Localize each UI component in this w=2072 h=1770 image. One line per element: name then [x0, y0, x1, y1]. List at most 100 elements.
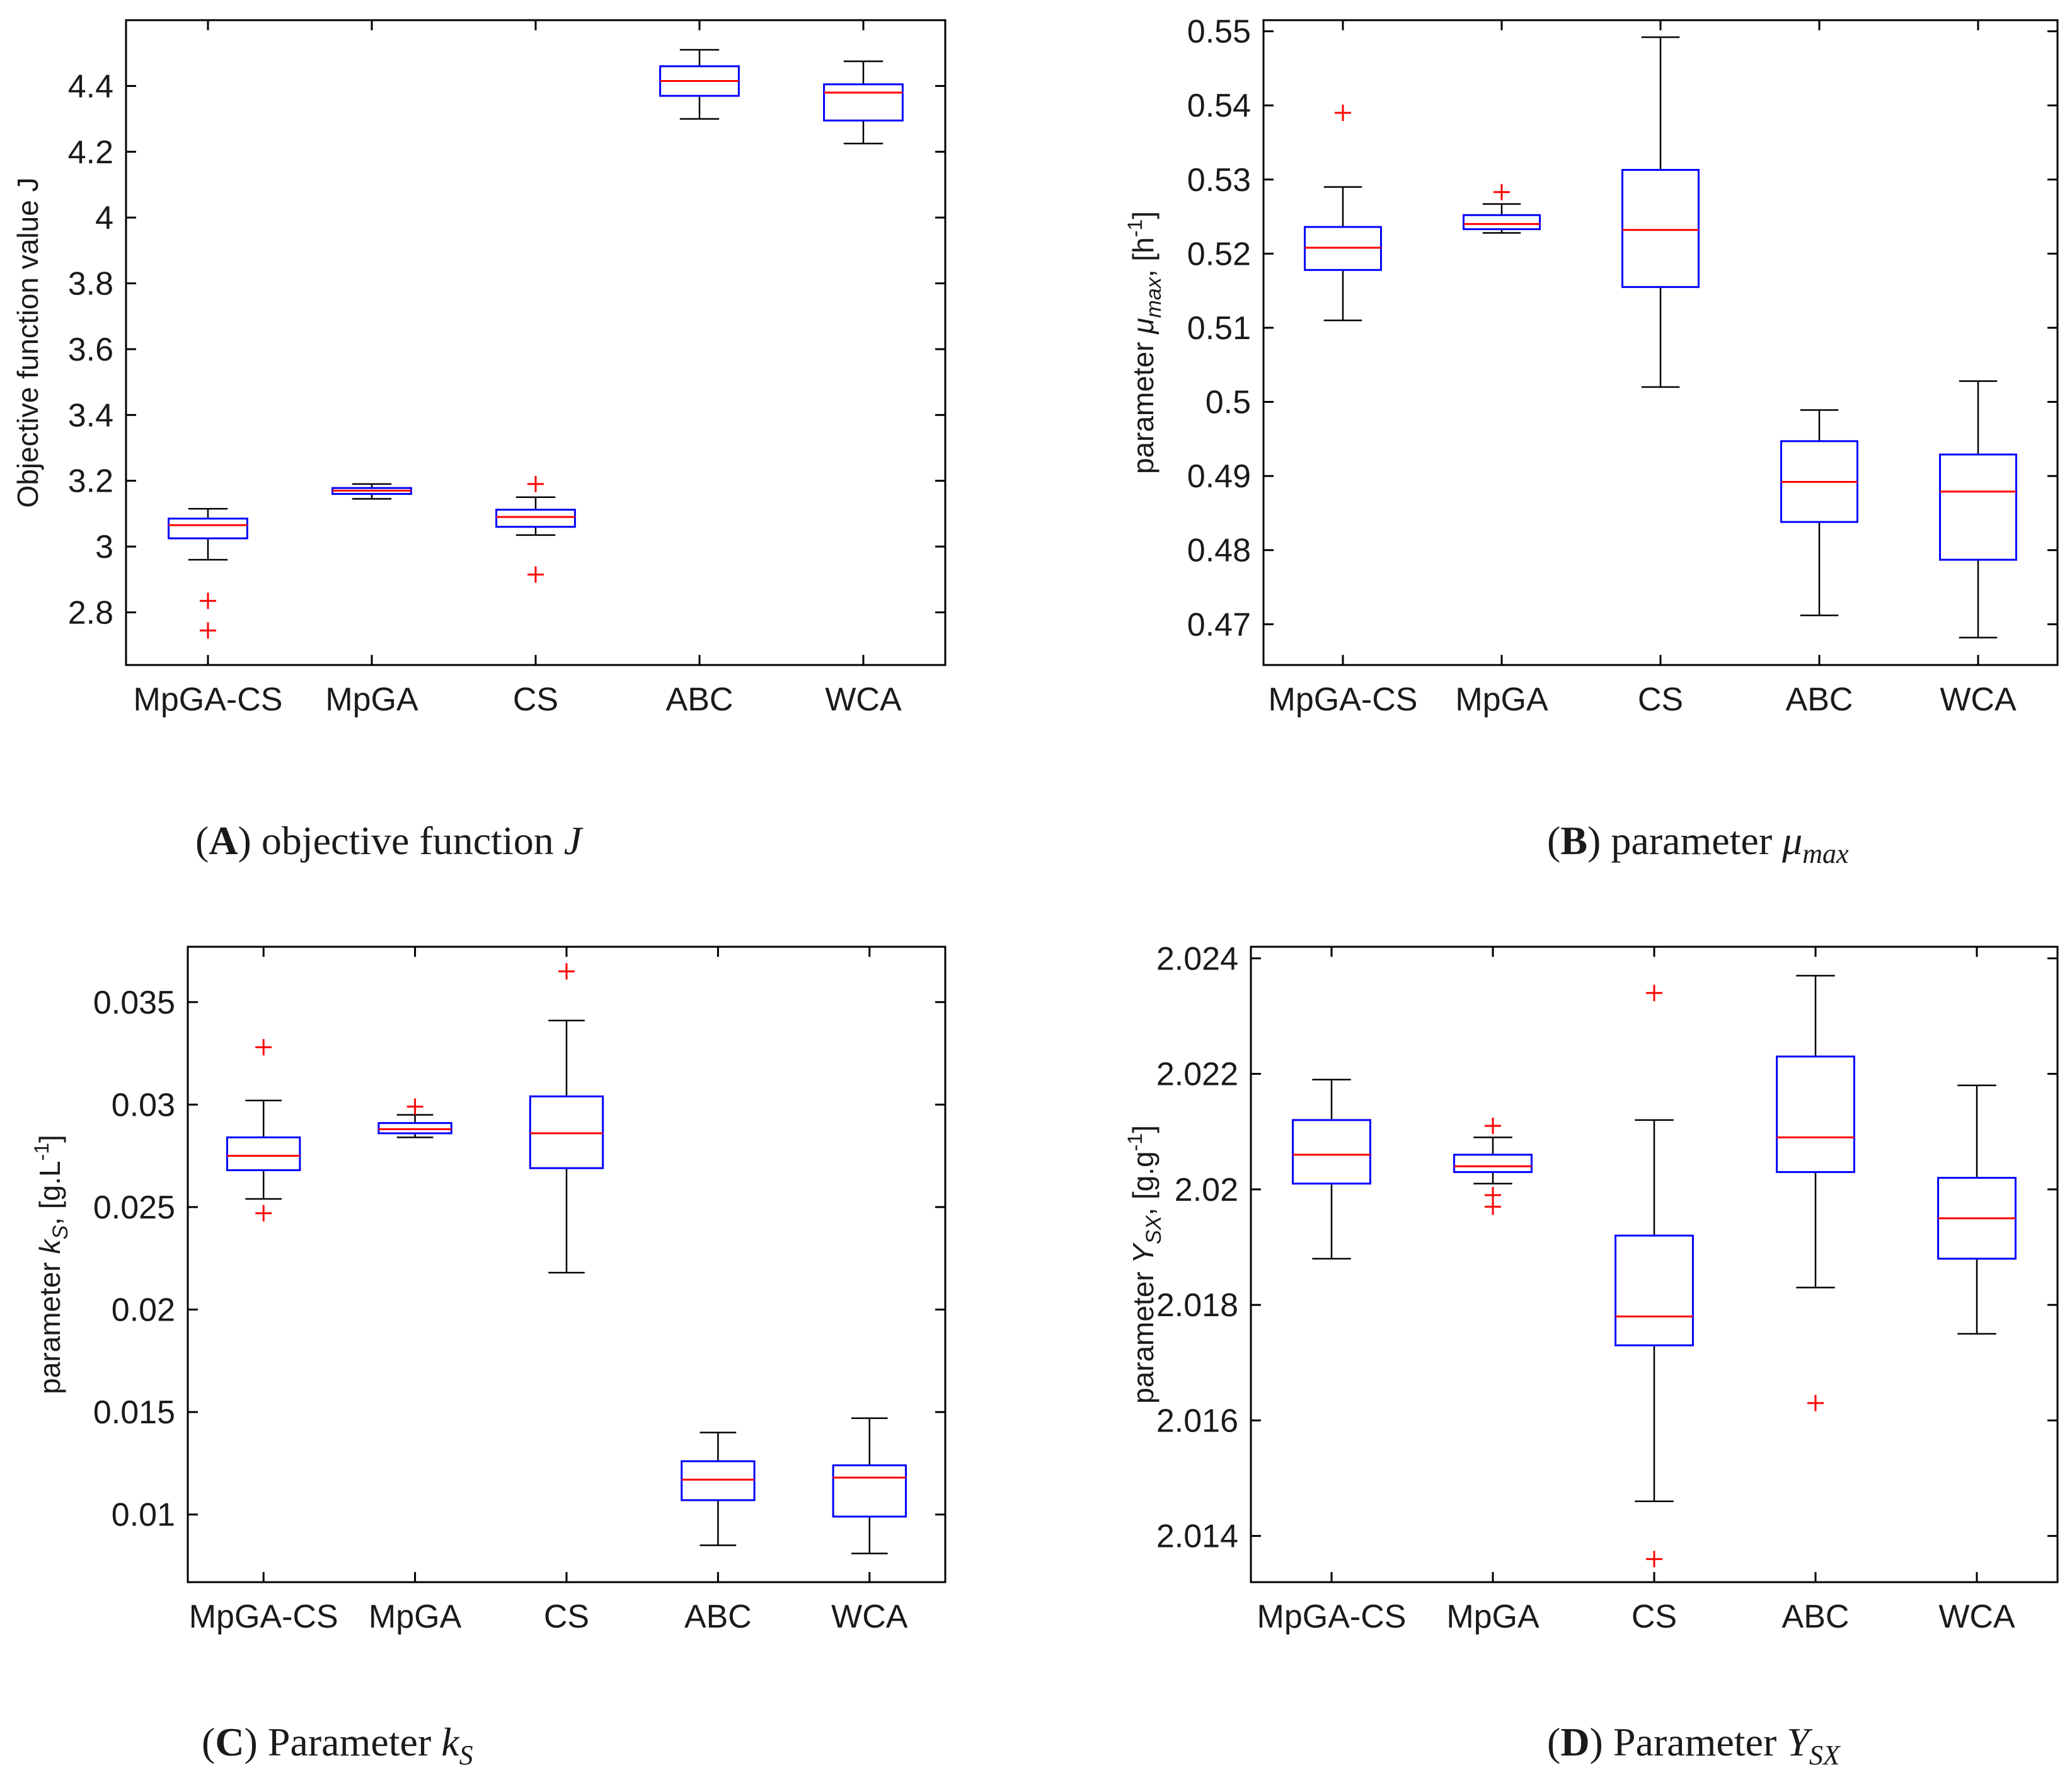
iqr-box: [1463, 214, 1541, 231]
panel-a: 2.8 3 3.2 3.4 3.6 3.8 4 4.2 4.4 MpGA-CS MpGA CS ABC W…: [11, 19, 947, 863]
x-tick-label: WCA: [825, 681, 902, 718]
y-tick-label: 2.8: [68, 594, 113, 631]
box-wca: [1937, 1084, 2017, 1335]
outlier-marker: [1494, 183, 1510, 200]
y-tick-label: 0.03: [112, 1087, 175, 1123]
y-tick-label: 0.01: [112, 1497, 175, 1534]
y-tick-label: 4.4: [68, 68, 113, 105]
iqr-box: [1621, 169, 1700, 288]
outlier-marker: [255, 1205, 272, 1222]
y-axis-label: Objective function value J: [11, 177, 44, 507]
x-tick-label: MpGA: [1455, 681, 1548, 718]
iqr-box: [823, 83, 904, 122]
outlier-marker: [200, 593, 216, 610]
outlier-marker: [1646, 985, 1662, 1002]
iqr-box: [1939, 453, 2017, 561]
y-tick-label: 3.6: [68, 332, 113, 368]
y-tick-label: 3: [95, 529, 113, 565]
outlier-marker: [1646, 1551, 1662, 1568]
box-mpga-cs: [168, 507, 248, 639]
outlier-marker: [1807, 1394, 1824, 1411]
iqr-box: [1453, 1154, 1533, 1173]
outlier-marker: [406, 1098, 423, 1115]
y-tick-label: 2.014: [1156, 1518, 1238, 1555]
iqr-box: [1776, 1055, 1855, 1173]
outlier-marker: [255, 1039, 272, 1056]
box-abc: [1776, 975, 1855, 1411]
y-tick-label: 0.02: [112, 1292, 175, 1329]
box-wca: [1939, 380, 2017, 639]
iqr-box: [681, 1460, 756, 1501]
panel-caption: (B) parameter μmax: [1547, 818, 1849, 869]
x-tick-label: WCA: [831, 1599, 908, 1635]
panel-d: 2.014 2.016 2.018 2.02 2.022 2.024 MpGA-CS MpGA…: [1124, 940, 2059, 1770]
box-mpga: [377, 1098, 452, 1138]
panel-caption: (C) Parameter kS: [202, 1720, 473, 1770]
y-tick-label: 0.52: [1187, 236, 1251, 272]
panel-caption: (A) objective function J: [195, 818, 584, 863]
x-tick-label: MpGA: [1446, 1599, 1540, 1635]
y-tick-label: 2.024: [1156, 940, 1238, 977]
x-tick-label: ABC: [1786, 681, 1853, 718]
iqr-box: [1614, 1234, 1694, 1346]
outlier-marker: [1485, 1198, 1501, 1215]
y-tick-label: 0.015: [93, 1394, 175, 1431]
box-cs: [529, 963, 604, 1274]
x-tick-label: MpGA: [325, 681, 418, 718]
x-tick-label: WCA: [1940, 681, 2017, 718]
y-tick-label: 2.016: [1156, 1403, 1238, 1439]
panel-caption: (D) Parameter YSX: [1547, 1720, 1841, 1770]
x-tick-label: MpGA-CS: [189, 1599, 338, 1635]
box-mpga: [1453, 1118, 1533, 1215]
box-abc: [659, 49, 740, 120]
box-cs: [1614, 985, 1694, 1568]
iqr-box: [832, 1464, 907, 1518]
x-tick-label: MpGA-CS: [1257, 1599, 1407, 1635]
panel-c: 0.01 0.015 0.02 0.025 0.03 0.035 MpGA-CS MpGA CS…: [30, 946, 947, 1770]
y-tick-label: 4.2: [68, 134, 113, 171]
box-cs: [1621, 36, 1700, 388]
y-tick-label: 0.5: [1206, 385, 1251, 421]
box-abc: [681, 1432, 756, 1546]
iqr-box: [529, 1095, 604, 1169]
box-cs: [495, 475, 576, 583]
y-tick-label: 0.51: [1187, 310, 1251, 347]
y-tick-label: 2.022: [1156, 1056, 1238, 1093]
x-tick-label: CS: [1632, 1599, 1677, 1635]
box-mpga-cs: [1292, 1079, 1371, 1260]
x-tick-label: ABC: [666, 681, 734, 718]
y-tick-label: 3.8: [68, 266, 113, 303]
box-mpga: [1463, 183, 1541, 234]
outlier-marker: [1335, 104, 1351, 121]
x-tick-label: MpGA: [369, 1599, 462, 1635]
x-tick-label: CS: [544, 1599, 589, 1635]
y-tick-label: 0.025: [93, 1189, 175, 1226]
y-tick-label: 3.2: [68, 463, 113, 500]
y-tick-label: 0.54: [1187, 88, 1251, 124]
iqr-box: [495, 509, 576, 528]
box-mpga-cs: [1304, 104, 1382, 321]
box-mpga-cs: [226, 1039, 301, 1222]
box-wca: [832, 1417, 907, 1554]
x-tick-label: MpGA-CS: [1269, 681, 1418, 718]
y-axis-label: parameter YSX, [g.g-1]: [1124, 1125, 1166, 1404]
y-tick-label: 4: [95, 200, 113, 236]
x-tick-label: CS: [1638, 681, 1683, 718]
outlier-marker: [527, 566, 544, 583]
y-tick-label: 3.4: [68, 397, 113, 434]
panel-b: 0.47 0.48 0.49 0.5 0.51 0.52 0.53 0.54 0.55 MpGA-…: [1124, 14, 2059, 869]
x-tick-label: ABC: [1782, 1599, 1850, 1635]
x-tick-label: CS: [513, 681, 558, 718]
y-tick-label: 0.48: [1187, 533, 1251, 569]
iqr-box: [226, 1136, 301, 1171]
outlier-marker: [200, 622, 216, 639]
x-tick-label: WCA: [1938, 1599, 2015, 1635]
outlier-marker: [527, 475, 544, 492]
y-tick-label: 0.49: [1187, 458, 1251, 495]
iqr-box: [1292, 1119, 1371, 1185]
y-axis-label: parameter μmax, [h-1]: [1124, 211, 1166, 474]
y-axis-label: parameter kS, [g.L-1]: [30, 1135, 72, 1394]
outlier-marker: [1485, 1118, 1501, 1135]
box-mpga: [331, 483, 412, 500]
